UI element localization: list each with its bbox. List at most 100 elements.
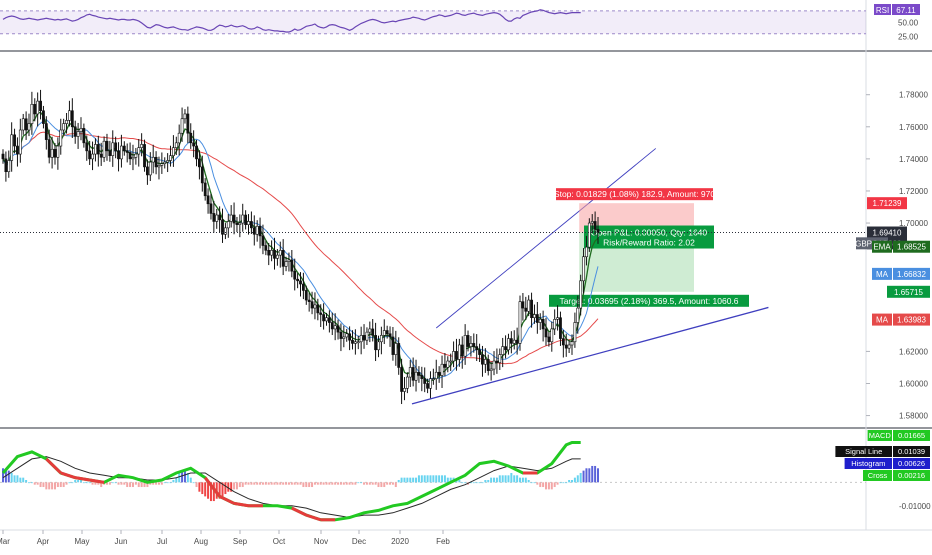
macd-histogram-bar bbox=[441, 475, 444, 483]
indicator-value: 1.66832 bbox=[897, 270, 926, 279]
macd-histogram-bar bbox=[417, 475, 420, 483]
macd-histogram-bar bbox=[556, 482, 559, 485]
candle-body bbox=[507, 338, 510, 351]
macd-histogram-bar bbox=[74, 480, 77, 483]
candle-body bbox=[56, 145, 60, 158]
macd-axis-ticks: -0.01000 bbox=[899, 502, 931, 511]
price-tick-label: 1.74000 bbox=[899, 155, 928, 164]
candle-body bbox=[478, 349, 481, 355]
candle-body bbox=[518, 301, 522, 344]
candle-body bbox=[483, 359, 487, 365]
macd-histogram-bar bbox=[264, 482, 267, 485]
macd-histogram-bar bbox=[545, 482, 548, 490]
candle-body bbox=[128, 152, 132, 160]
macd-histogram-bar bbox=[238, 482, 241, 488]
macd-histogram-bar bbox=[331, 482, 334, 485]
price-tick-label: 1.60000 bbox=[899, 379, 928, 388]
macd-histogram-bar bbox=[279, 482, 282, 485]
macd-histogram-bar bbox=[212, 482, 215, 502]
candle-body bbox=[79, 128, 83, 132]
macd-histogram-bar bbox=[56, 482, 59, 488]
macd-histogram-bar bbox=[400, 477, 403, 483]
indicator-tag-bg bbox=[872, 313, 892, 326]
candle-body bbox=[221, 219, 224, 235]
candle-body bbox=[374, 335, 377, 351]
candle-body bbox=[146, 166, 149, 176]
macd-tick-label: -0.01000 bbox=[899, 502, 931, 511]
time-tick-label: Sep bbox=[233, 537, 248, 546]
candle-body bbox=[463, 335, 467, 357]
macd-histogram-bar bbox=[218, 482, 221, 499]
macd-legend-value: 0.01039 bbox=[898, 447, 925, 456]
macd-histogram-bar bbox=[582, 470, 585, 483]
macd-bearish-segment bbox=[60, 471, 76, 480]
candle-body bbox=[319, 312, 323, 315]
macd-histogram-bar bbox=[235, 482, 238, 490]
channel-upper-line[interactable] bbox=[435, 148, 657, 329]
candle-body bbox=[134, 153, 138, 158]
candle-body bbox=[446, 360, 450, 368]
candle-body bbox=[53, 148, 57, 158]
rsi-value: 67.11 bbox=[896, 6, 916, 15]
macd-histogram-bar bbox=[79, 480, 82, 483]
macd-histogram-bar bbox=[152, 482, 155, 485]
macd-histogram-bar bbox=[97, 482, 100, 485]
macd-histogram-bar bbox=[183, 470, 186, 483]
candle-body bbox=[120, 145, 123, 160]
macd-histogram-bar bbox=[293, 482, 296, 485]
time-tick-label: Oct bbox=[273, 537, 286, 546]
macd-histogram-bar bbox=[91, 482, 94, 485]
macd-histogram-bar bbox=[39, 482, 42, 488]
price-axis-ticks: 1.78000 1.76000 1.74000 1.72000 1.70000 1.620… bbox=[866, 91, 928, 421]
macd-legend-tag: Cross bbox=[868, 471, 888, 480]
candle-body bbox=[469, 343, 473, 347]
candle-body bbox=[189, 132, 193, 144]
macd-histogram-bar bbox=[316, 482, 319, 485]
candle-body bbox=[449, 360, 453, 363]
macd-legend-value: 0.01665 bbox=[898, 431, 925, 440]
macd-histogram-bar bbox=[495, 477, 498, 483]
macd-bearish-segment bbox=[89, 478, 105, 484]
indicator-value: 1.68525 bbox=[897, 243, 926, 252]
macd-histogram-bar bbox=[287, 482, 290, 485]
macd-panel: -0.01000 MACD 0.01665 Signal Line 0.01039 Hi… bbox=[0, 430, 931, 522]
macd-histogram-bar bbox=[129, 482, 132, 488]
candle-body bbox=[440, 363, 444, 376]
channel-lower-line[interactable] bbox=[411, 306, 769, 405]
candle-body bbox=[567, 344, 571, 349]
candle-body bbox=[73, 126, 77, 137]
indicator-value: 1.63983 bbox=[897, 316, 926, 325]
candle-body bbox=[509, 338, 513, 344]
macd-histogram-bar bbox=[576, 475, 579, 483]
candle-body bbox=[325, 317, 328, 322]
candle-body bbox=[160, 163, 164, 166]
macd-histogram-bar bbox=[192, 482, 195, 484]
macd-histogram-bar bbox=[507, 475, 510, 483]
macd-histogram-bar bbox=[204, 482, 207, 497]
trend-channel[interactable] bbox=[411, 148, 769, 405]
macd-histogram-bar bbox=[319, 482, 322, 485]
macd-histogram-bar bbox=[114, 482, 117, 484]
macd-legend-tag: Signal Line bbox=[845, 447, 882, 456]
candle-body bbox=[114, 142, 118, 152]
time-tick-label: Nov bbox=[314, 537, 328, 546]
candle-body bbox=[466, 335, 470, 347]
candle-body bbox=[273, 250, 276, 259]
candle-body bbox=[235, 222, 239, 225]
candle-body bbox=[590, 221, 594, 224]
macd-histogram-bar bbox=[516, 475, 519, 483]
candle-body bbox=[414, 371, 418, 381]
candle-body bbox=[293, 270, 297, 280]
macd-histogram-bar bbox=[368, 482, 371, 485]
candle-body bbox=[261, 235, 265, 246]
macd-histogram-bar bbox=[536, 482, 539, 485]
candle-body bbox=[18, 129, 22, 155]
macd-histogram-bar bbox=[65, 482, 68, 485]
time-axis-ticks[interactable]: Mar Apr May Jun Jul Aug Sep Oct Nov Dec 2020 Feb bbox=[0, 530, 450, 546]
candle-body bbox=[88, 150, 92, 160]
macd-histogram-bar bbox=[438, 475, 441, 483]
candle-body bbox=[530, 299, 533, 319]
macd-histogram-bar bbox=[267, 482, 270, 485]
macd-histogram-bar bbox=[573, 477, 576, 483]
macd-legend-value: 0.00626 bbox=[898, 459, 925, 468]
